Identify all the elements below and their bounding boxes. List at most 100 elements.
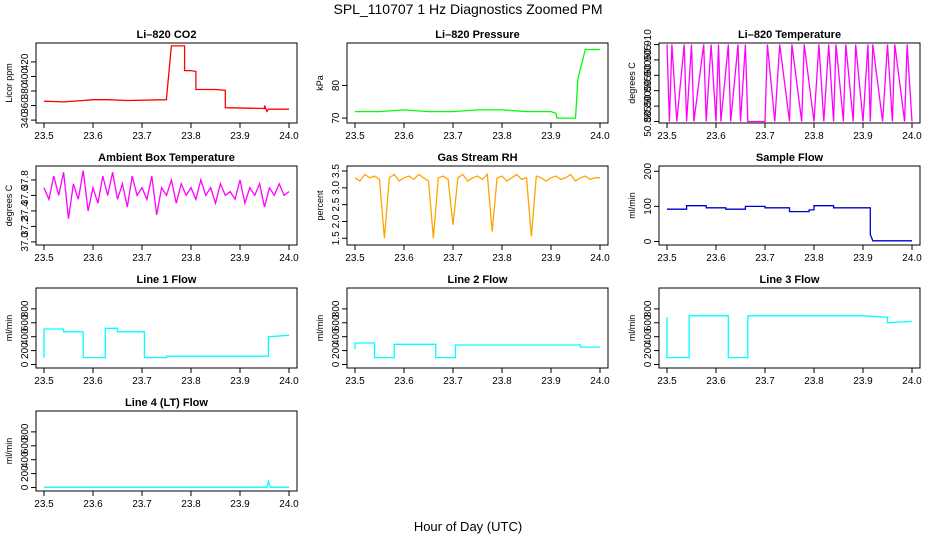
- x-tick-label: 23.8: [804, 131, 824, 142]
- y-tick-label: 0: [643, 238, 654, 244]
- panel-title: Li–820 Pressure: [435, 29, 519, 41]
- y-tick-label: 200: [643, 162, 654, 179]
- panel-sample-flow: Sample Flow 23.5 23.6 23.7 23.8 23.9 24.0 0 100 2…: [627, 152, 922, 264]
- x-tick-label: 24.0: [279, 499, 299, 510]
- x-tick-label: 23.6: [394, 131, 414, 142]
- y-tick-label: 50.895: [643, 75, 654, 106]
- y-tick-label: 200: [331, 342, 342, 359]
- x-tick-label: 23.6: [83, 131, 103, 142]
- panels: Li–820 CO2 23.5 23.6 23.7 23.8 23.9 24.0 340360…: [4, 29, 922, 510]
- y-tick-label: 800: [20, 300, 31, 317]
- y-tick-label: 37.2: [20, 216, 31, 236]
- y-tick-label: 0: [643, 361, 654, 367]
- series-line: [355, 48, 600, 119]
- x-tick-label: 24.0: [902, 253, 922, 264]
- y-tick-label: 800: [331, 300, 342, 317]
- y-tick-label: 800: [20, 423, 31, 440]
- panel-title: Ambient Box Temperature: [98, 152, 235, 164]
- x-tick-label: 24.0: [902, 131, 922, 142]
- x-tick-label: 23.7: [443, 376, 463, 387]
- x-tick-label: 23.9: [541, 253, 561, 264]
- x-tick-label: 23.9: [230, 131, 250, 142]
- x-tick-label: 23.5: [345, 131, 365, 142]
- y-tick-label: 600: [643, 314, 654, 331]
- x-tick-label: 23.8: [804, 376, 824, 387]
- y-tick-label: 1.5: [331, 231, 342, 245]
- y-tick-label: 37.8: [20, 170, 31, 190]
- x-tick-label: 23.5: [34, 376, 54, 387]
- x-tick-label: 23.5: [34, 131, 54, 142]
- x-tick-label: 24.0: [279, 131, 299, 142]
- x-tick-label: 23.7: [755, 253, 775, 264]
- figure-title: SPL_110707 1 Hz Diagnostics Zoomed PM: [334, 1, 603, 17]
- y-tick-label: 50.890: [643, 90, 654, 121]
- y-axis-label: ml/min: [627, 192, 637, 219]
- x-tick-label: 23.7: [443, 253, 463, 264]
- axis-box: [658, 165, 921, 246]
- y-axis-label: kPa: [315, 75, 325, 91]
- series-line: [43, 45, 289, 113]
- panel-title: Gas Stream RH: [437, 152, 517, 164]
- x-tick-label: 23.6: [83, 499, 103, 510]
- y-tick-label: 0: [20, 361, 31, 367]
- x-tick-label: 24.0: [902, 376, 922, 387]
- y-tick-label: 360: [20, 97, 31, 114]
- panel-line-2-flow: Line 2 Flow 23.5 23.6 23.7 23.8 23.9 24.0 0 2004…: [315, 274, 610, 387]
- y-tick-label: 420: [20, 53, 31, 70]
- axis-box: [346, 287, 609, 369]
- panel-title: Line 4 (LT) Flow: [125, 397, 208, 409]
- y-tick-label: 200: [643, 342, 654, 359]
- y-tick-label: 50.910: [643, 29, 654, 60]
- y-axis-label: percent: [315, 190, 325, 221]
- y-tick-label: 0: [20, 484, 31, 490]
- x-tick-label: 23.5: [657, 376, 677, 387]
- figure-xlabel: Hour of Day (UTC): [414, 519, 522, 534]
- y-tick-label: 70: [331, 112, 342, 124]
- x-tick-label: 23.8: [181, 499, 201, 510]
- x-tick-label: 24.0: [590, 131, 610, 142]
- x-tick-label: 24.0: [590, 376, 610, 387]
- x-tick-label: 23.8: [492, 376, 512, 387]
- x-tick-label: 23.7: [443, 131, 463, 142]
- x-tick-label: 23.7: [132, 376, 152, 387]
- y-axis-label: Licor ppm: [4, 63, 14, 103]
- series-line: [43, 170, 290, 219]
- panel-ambient-box-temperature: Ambient Box Temperature 23.5 23.6 23.7 23.8 2…: [4, 152, 299, 264]
- y-tick-label: 0: [331, 361, 342, 367]
- series-line: [43, 327, 290, 359]
- x-tick-label: 23.7: [755, 131, 775, 142]
- x-tick-label: 23.6: [706, 131, 726, 142]
- x-tick-label: 23.5: [657, 253, 677, 264]
- series-line: [44, 479, 289, 488]
- x-tick-label: 23.7: [132, 499, 152, 510]
- x-tick-label: 23.8: [492, 253, 512, 264]
- y-tick-label: 50.885: [643, 106, 654, 137]
- x-tick-label: 23.6: [83, 253, 103, 264]
- y-tick-label: 50.905: [643, 44, 654, 75]
- panel-title: Line 3 Flow: [760, 274, 820, 286]
- y-tick-label: 2.5: [331, 197, 342, 211]
- x-tick-label: 23.9: [853, 376, 873, 387]
- x-tick-label: 23.9: [541, 376, 561, 387]
- y-axis-label: ml/min: [315, 315, 325, 342]
- x-tick-label: 23.9: [230, 253, 250, 264]
- y-tick-label: 100: [643, 198, 654, 215]
- y-tick-label: 50.900: [643, 60, 654, 91]
- panel-title: Line 1 Flow: [137, 274, 197, 286]
- x-tick-label: 23.8: [492, 131, 512, 142]
- y-tick-label: 80: [331, 79, 342, 91]
- series-line: [666, 315, 913, 359]
- series-line: [354, 172, 600, 239]
- axis-box: [346, 165, 609, 246]
- panel-title: Li–820 CO2: [137, 29, 197, 41]
- x-tick-label: 23.6: [706, 376, 726, 387]
- series-line: [667, 205, 912, 242]
- x-tick-label: 23.9: [230, 376, 250, 387]
- y-tick-label: 37.6: [20, 185, 31, 205]
- x-tick-label: 23.9: [853, 131, 873, 142]
- x-tick-label: 23.5: [345, 253, 365, 264]
- panel-line-4-lt-flow: Line 4 (LT) Flow 23.5 23.6 23.7 23.8 23.9 24.0…: [4, 397, 299, 510]
- axis-box: [658, 42, 921, 124]
- x-tick-label: 23.9: [230, 499, 250, 510]
- y-tick-label: 3.0: [331, 180, 342, 194]
